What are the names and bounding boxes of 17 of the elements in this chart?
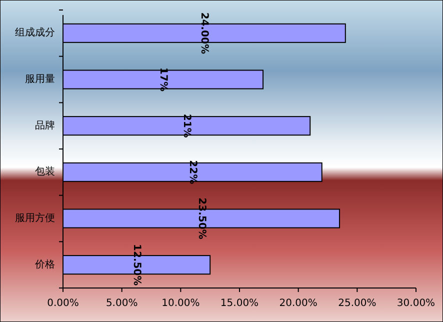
x-tick-label: 30.00% [396,298,436,309]
y-tick-label: 服用方便 [15,212,55,224]
x-tick-label: 15.00% [220,298,259,309]
y-tick-label: 品牌 [35,119,55,132]
y-tick-label: 包装 [35,166,55,178]
y-tick-label: 组成成分 [15,26,55,39]
data-label: 17% [158,68,169,92]
x-tick-label: 10.00% [162,298,200,309]
y-tick-label: 价格 [34,258,55,270]
y-tick-label: 服用量 [25,74,55,85]
x-tick-label: 20.00% [279,298,318,309]
x-tick-label: 5.00% [106,298,138,309]
x-tick-label: 25.00% [338,298,376,309]
data-label: 23.50% [196,198,207,240]
x-tick-label: 0.00% [47,298,79,309]
data-label: 12.50% [131,244,142,286]
data-label: 21% [181,114,192,138]
